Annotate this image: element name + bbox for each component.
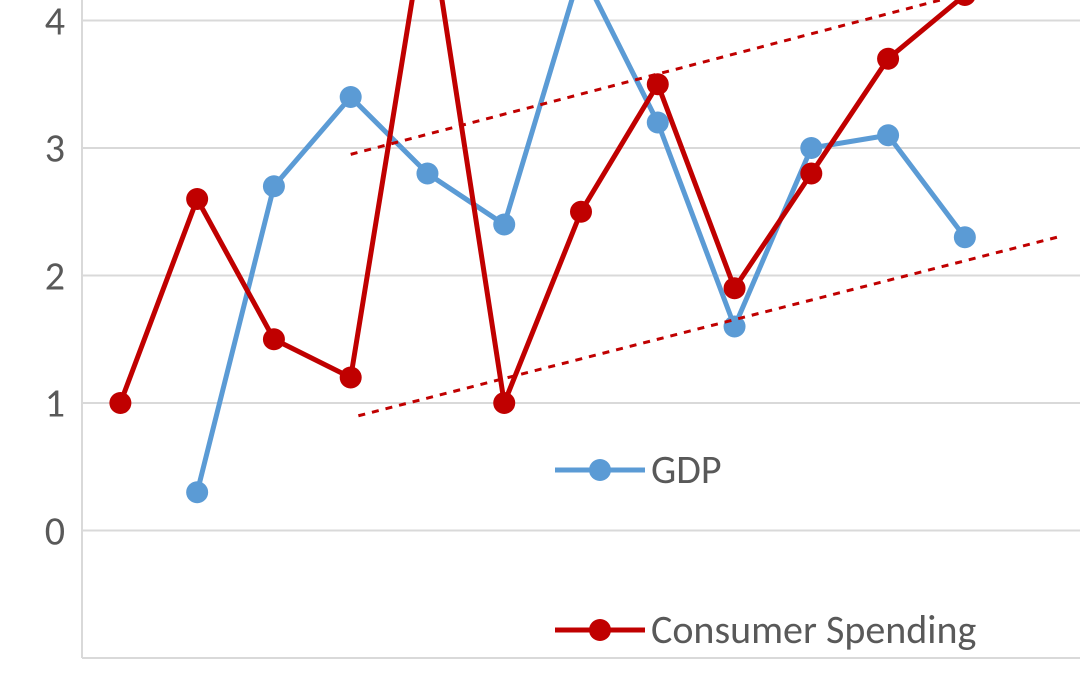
legend-swatch: [555, 618, 645, 642]
legend-label: GDP: [651, 450, 722, 490]
line-chart: 0 1 2 3 4 GDP Consumer Spending: [0, 0, 1080, 675]
y-tick-label: 1: [45, 379, 65, 428]
series-markers-1: [109, 0, 975, 414]
legend-entry: Consumer Spending: [555, 610, 976, 650]
y-tick-label: 4: [45, 0, 65, 45]
y-tick-label: 2: [45, 251, 65, 300]
legend-swatch: [555, 458, 645, 482]
series-line-0: [197, 0, 965, 492]
lower-trend: [358, 237, 1057, 416]
chart-svg: [0, 0, 1080, 675]
y-tick-label: 3: [45, 124, 65, 173]
legend-entry: GDP: [555, 450, 722, 490]
upper-trend: [351, 0, 1057, 154]
series-markers-0: [186, 0, 976, 503]
y-tick-label: 0: [45, 506, 65, 555]
legend-label: Consumer Spending: [651, 610, 976, 650]
series-line-1: [120, 0, 964, 403]
gridlines: [82, 0, 1080, 658]
